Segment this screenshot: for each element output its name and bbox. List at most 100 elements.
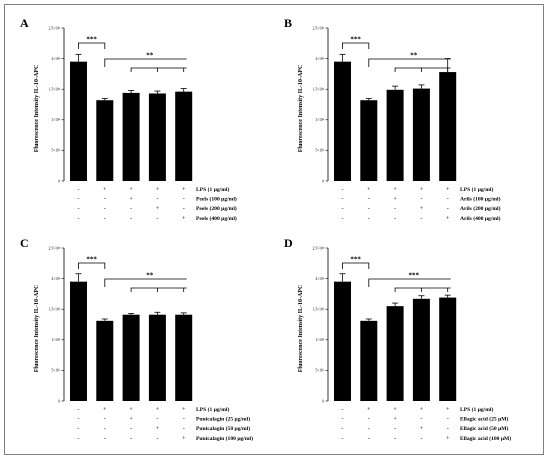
condition-sign: +: [420, 206, 424, 212]
y-tick-label: 1.5×10⁴: [313, 88, 325, 92]
bar: [70, 281, 87, 401]
panel-D: D 0 5×10³ 1×10⁴ 1.5×10⁴ 2×10⁴ 2.5×10⁴ Fluoresce…: [284, 236, 511, 442]
bar: [360, 320, 378, 401]
y-tick-label: 2×10⁴: [51, 277, 60, 281]
y-tick-label: 2.5×10⁴: [313, 26, 325, 30]
y-tick-label: 5×10³: [52, 369, 61, 373]
condition-sign: +: [156, 206, 160, 212]
condition-sign: -: [104, 417, 106, 423]
condition-sign: -: [78, 187, 80, 193]
condition-sign: +: [420, 187, 424, 193]
significance-label: ***: [409, 272, 420, 280]
condition-sign: -: [368, 417, 370, 423]
condition-label: Punicalagin (100 μg/ml): [196, 435, 253, 442]
condition-sign: -: [447, 426, 449, 432]
condition-sign: -: [156, 436, 158, 442]
condition-sign: -: [368, 216, 370, 222]
condition-sign: -: [156, 216, 158, 222]
condition-sign: -: [368, 206, 370, 212]
condition-sign: -: [78, 436, 80, 442]
significance-bracket: [130, 287, 187, 292]
significance-bracket: [104, 58, 187, 67]
condition-sign: -: [104, 206, 106, 212]
condition-sign: -: [447, 197, 449, 203]
bar: [439, 72, 457, 181]
y-tick-label: 2.5×10⁴: [49, 26, 61, 30]
condition-sign: -: [130, 206, 132, 212]
condition-label: Arils (400 μg/ml): [460, 215, 501, 222]
condition-label: Ellagic acid (50 μM): [460, 425, 509, 432]
significance-bracket: [78, 42, 106, 49]
y-tick-label: 5×10³: [316, 369, 325, 373]
condition-sign: -: [156, 417, 158, 423]
condition-sign: -: [342, 187, 344, 193]
significance-label: ***: [86, 256, 97, 264]
condition-sign: -: [104, 216, 106, 222]
significance-bracket: [368, 58, 451, 67]
condition-sign: +: [129, 187, 133, 193]
condition-sign: +: [182, 187, 186, 193]
condition-sign: -: [342, 206, 344, 212]
y-tick-label: 1×10⁴: [51, 118, 60, 122]
bar: [96, 320, 114, 401]
panel-B: B 0 5×10³ 1×10⁴ 1.5×10⁴ 2×10⁴ 2.5×10⁴ Fluoresce…: [284, 16, 501, 222]
panel-A: A 0 5×10³ 1×10⁴ 1.5×10⁴ 2×10⁴ 2.5×10⁴ Fluoresce…: [20, 16, 237, 222]
condition-label: LPS (1 μg/ml): [196, 406, 229, 413]
condition-sign: +: [446, 436, 450, 442]
condition-sign: +: [129, 197, 133, 203]
condition-label: Arils (200 μg/ml): [460, 205, 501, 212]
y-tick-label: 1×10⁴: [315, 118, 324, 122]
condition-sign: -: [342, 417, 344, 423]
bar: [96, 100, 114, 181]
condition-sign: -: [342, 407, 344, 413]
y-axis-label: Fluorescence Intensity IL-10-APC: [34, 285, 40, 373]
significance-bracket: [394, 67, 451, 72]
bar: [412, 88, 430, 181]
y-tick-label: 2.5×10⁴: [313, 246, 325, 250]
condition-sign: -: [156, 197, 158, 203]
condition-sign: +: [156, 426, 160, 432]
condition-sign: -: [183, 417, 185, 423]
condition-sign: -: [78, 216, 80, 222]
condition-sign: -: [130, 216, 132, 222]
condition-label: Arils (100 μg/ml): [460, 196, 501, 203]
condition-label: LPS (1 μg/ml): [196, 186, 229, 193]
significance-label: ***: [350, 256, 361, 264]
condition-sign: -: [342, 426, 344, 432]
condition-sign: +: [367, 407, 371, 413]
figure-frame: [4, 4, 544, 455]
condition-sign: +: [393, 407, 397, 413]
condition-label: LPS (1 μg/ml): [460, 186, 493, 193]
y-tick-label: 2.5×10⁴: [49, 246, 61, 250]
bar: [412, 298, 430, 401]
condition-sign: -: [183, 206, 185, 212]
condition-sign: -: [342, 197, 344, 203]
condition-label: Peels (100 μg/ml): [196, 196, 237, 203]
condition-sign: -: [368, 426, 370, 432]
y-tick-label: 2×10⁴: [315, 277, 324, 281]
significance-label: ***: [86, 36, 97, 44]
condition-sign: -: [420, 216, 422, 222]
y-tick-label: 0: [322, 179, 324, 183]
condition-sign: -: [342, 216, 344, 222]
bar: [386, 306, 404, 401]
condition-sign: +: [420, 426, 424, 432]
condition-sign: +: [156, 187, 160, 193]
bar: [148, 314, 166, 401]
significance-bracket: [342, 42, 370, 49]
condition-label: Ellagic acid (100 μM): [460, 435, 511, 442]
y-tick-label: 1×10⁴: [51, 338, 60, 342]
condition-sign: +: [103, 187, 107, 193]
panel-letter: C: [20, 236, 29, 250]
condition-sign: -: [394, 216, 396, 222]
y-tick-label: 2×10⁴: [51, 57, 60, 61]
condition-sign: -: [130, 436, 132, 442]
y-tick-label: 0: [322, 399, 324, 403]
condition-sign: +: [129, 417, 133, 423]
panel-letter: B: [284, 16, 292, 30]
significance-bracket: [342, 262, 370, 269]
condition-sign: -: [104, 426, 106, 432]
condition-sign: +: [393, 197, 397, 203]
